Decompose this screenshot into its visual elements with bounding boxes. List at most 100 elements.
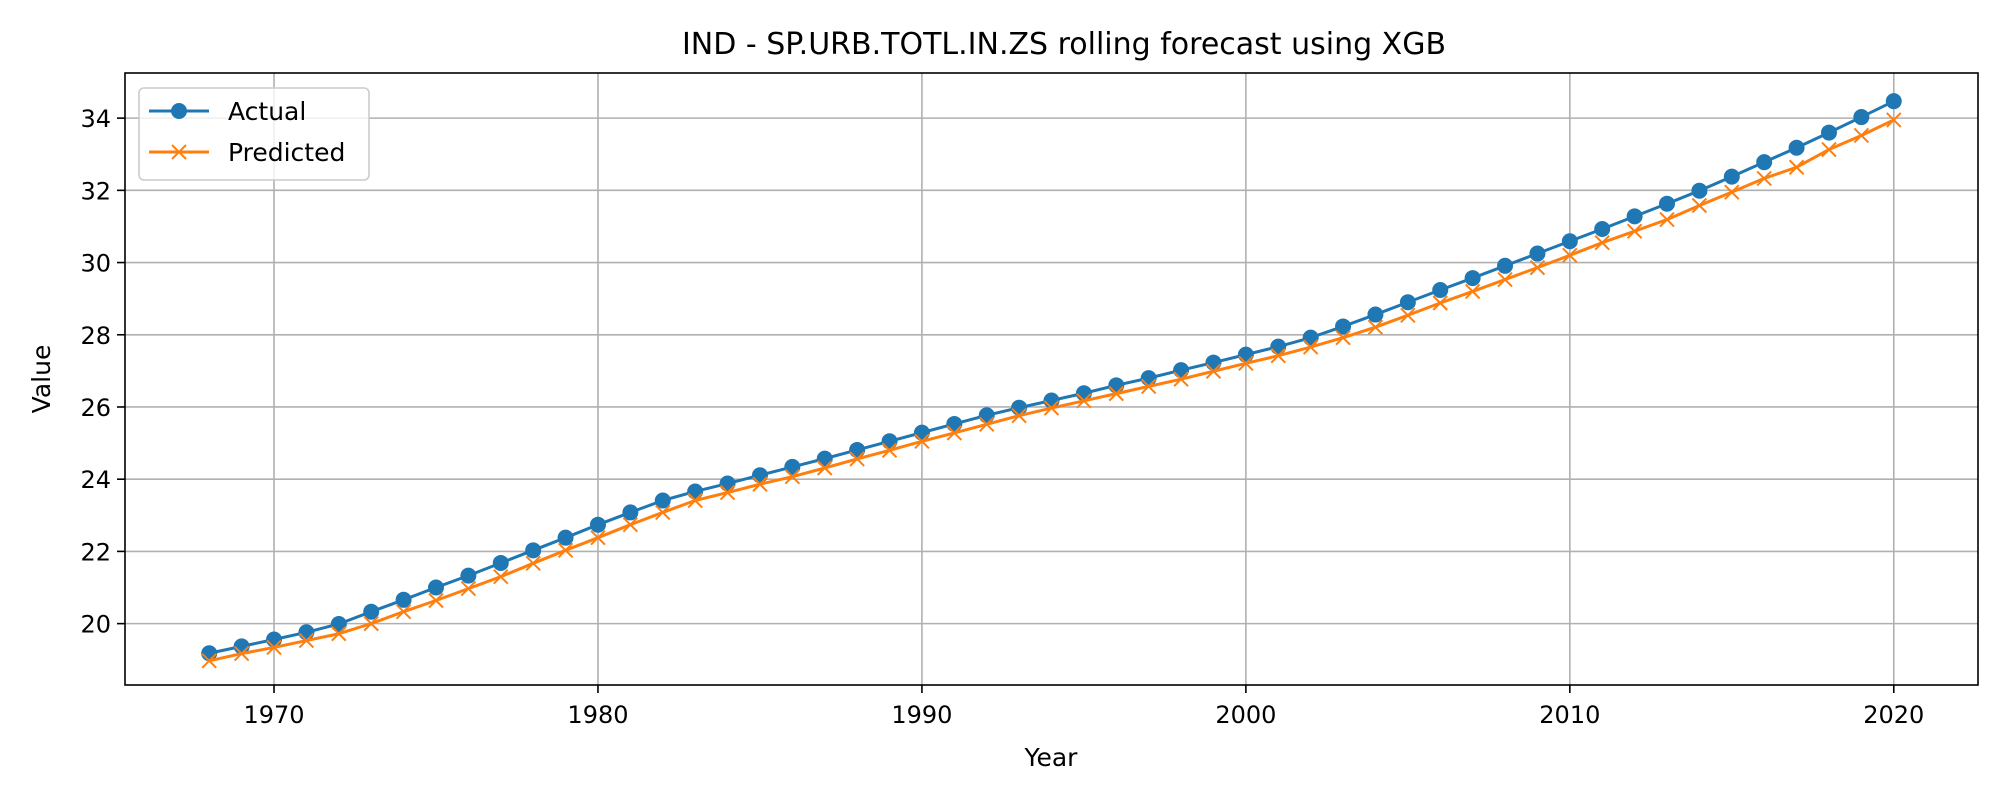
predicted-point [1756,170,1772,187]
actual-point [1173,362,1190,379]
y-tick-label: 26 [80,394,111,422]
y-tick-label: 30 [80,250,111,278]
x-tick-label: 1980 [567,701,628,729]
predicted-point [1821,141,1837,158]
predicted-point [1270,348,1286,364]
predicted-point [849,451,865,467]
predicted-point [752,476,768,492]
y-tick-label: 22 [80,538,111,566]
predicted-point [1302,339,1319,355]
predicted-point [1367,319,1384,335]
predicted-point [1853,127,1870,144]
actual-point [1788,139,1805,156]
actual-point [1659,195,1676,212]
predicted-point [881,442,898,459]
predicted-point [1529,259,1546,276]
actual-point [1885,93,1902,110]
predicted-point [1562,247,1578,264]
predicted-point [1788,159,1805,175]
predicted-point [1335,329,1351,346]
actual-point [1270,338,1287,355]
x-tick-label: 1990 [891,701,952,729]
predicted-point [1691,197,1708,214]
y-tick-label: 32 [80,177,111,205]
legend-actual-marker [171,103,187,119]
predicted-point [1011,407,1027,424]
actual-point [913,424,930,441]
predicted-point [687,492,703,509]
actual-point [687,483,704,500]
predicted-point [525,555,541,572]
predicted-point [914,433,930,449]
predicted-point [1497,271,1513,288]
legend-predicted-label: Predicted [228,138,345,167]
actual-point [589,516,606,533]
predicted-point [493,568,509,585]
actual-point [654,492,671,509]
predicted-point [1594,234,1610,251]
predicted-point [266,639,282,656]
predicted-point [784,468,801,485]
chart-title: IND - SP.URB.TOTL.IN.ZS rolling forecast… [682,27,1446,62]
predicted-point [557,542,574,559]
actual-point [784,458,801,475]
predicted-point [1043,400,1060,416]
actual-point [1432,281,1449,298]
actual-point [557,529,574,546]
predicted-point [1886,112,1902,128]
predicted-point [590,529,606,546]
x-axis: 1970 1980 1990 2000 2010 2020 [243,685,1924,729]
legend-predicted-marker [171,144,187,160]
predicted-point [979,416,995,433]
actual-point [849,441,866,458]
predicted-point [1205,363,1222,379]
predicted-point [298,632,315,649]
y-axis-label: Value [27,345,56,414]
actual-point [622,504,639,521]
predicted-point [428,592,444,609]
actual-point [1367,306,1384,323]
predicted-point [1464,283,1481,300]
actual-point [1335,318,1352,335]
predicted-point [1173,371,1189,387]
actual-point [395,591,412,608]
predicted-point [946,425,963,441]
predicted-point [233,645,250,662]
actual-point [363,603,380,620]
predicted-point [201,653,217,669]
y-axis: 20 22 24 26 28 30 32 34 [80,105,125,639]
x-axis-label: Year [1024,743,1079,772]
actual-point [1723,168,1740,185]
legend: Actual Predicted [138,87,370,181]
actual-point [1529,245,1546,262]
predicted-point [1238,355,1254,372]
series-layer [201,93,1902,669]
actual-point [719,475,736,492]
legend-actual-label: Actual [228,97,306,126]
plot-frame [124,72,1979,686]
actual-point [1853,109,1870,126]
actual-point [427,579,444,596]
predicted-point [1400,307,1416,323]
predicted-point [460,580,477,597]
actual-point [1626,208,1643,225]
actual-point [1205,354,1222,371]
actual-point [1302,329,1319,346]
x-tick-label: 2020 [1863,701,1924,729]
predicted-point [363,615,379,632]
predicted-point [655,504,671,521]
x-tick-label: 1970 [243,701,304,729]
predicted-point [719,484,736,501]
predicted-point [1432,295,1448,311]
actual-point [525,542,542,559]
actual-point [492,554,509,571]
actual-point [460,567,477,584]
actual-point [330,615,347,632]
predicted-point [1659,211,1675,228]
y-tick-label: 20 [80,611,111,639]
predicted-point [1724,184,1740,200]
predicted-point [817,460,833,476]
predicted-point [1108,385,1124,402]
predicted-point [331,626,347,642]
